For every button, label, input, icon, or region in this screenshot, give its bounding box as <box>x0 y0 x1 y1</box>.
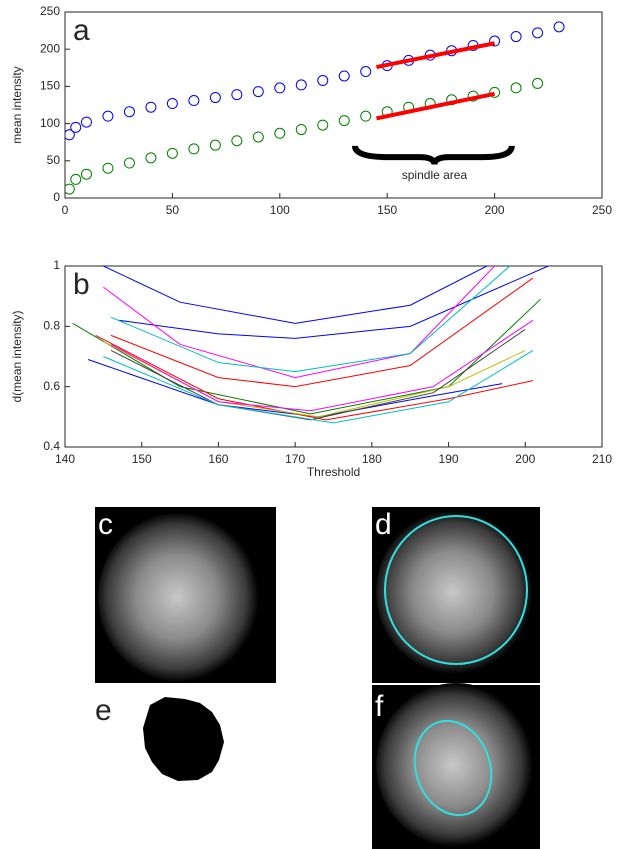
point <box>166 147 178 159</box>
panel-label: c <box>98 508 113 541</box>
y-tick-label: 50 <box>47 153 61 167</box>
point <box>209 92 221 104</box>
point <box>166 98 178 110</box>
y-tick-label: 0.8 <box>43 319 60 333</box>
point <box>188 143 200 155</box>
point <box>510 31 522 43</box>
panel-label: b <box>73 268 90 301</box>
series-line <box>95 334 534 421</box>
x-tick-label: 190 <box>439 452 459 466</box>
point <box>338 115 350 127</box>
point <box>252 131 264 143</box>
point <box>295 79 307 91</box>
y-tick-label: 0.6 <box>43 379 60 393</box>
x-tick-label: 150 <box>377 203 397 217</box>
point <box>532 27 544 39</box>
point <box>274 82 286 94</box>
plot-area <box>64 11 603 199</box>
y-tick-label: 200 <box>40 41 60 55</box>
panel-label: e <box>95 694 112 727</box>
y-tick-label: 0 <box>53 190 60 204</box>
x-tick-label: 200 <box>485 203 505 217</box>
point <box>145 152 157 164</box>
point <box>188 95 200 107</box>
series-line <box>110 266 511 373</box>
point <box>123 106 135 118</box>
point <box>489 35 501 47</box>
x-tick-label: 180 <box>362 452 382 466</box>
x-tick-label: 0 <box>62 203 69 217</box>
point <box>102 162 114 174</box>
annotation: spindle area <box>402 168 468 182</box>
plot-series <box>72 266 549 424</box>
point <box>510 82 522 94</box>
point <box>553 21 565 33</box>
y-tick-label: 100 <box>40 116 60 130</box>
point <box>274 127 286 139</box>
point <box>70 173 82 185</box>
point <box>295 124 307 136</box>
plot-area <box>64 265 603 448</box>
point <box>209 139 221 151</box>
y-tick-label: 250 <box>40 4 60 18</box>
series-line <box>72 298 541 415</box>
threshold-mask <box>143 697 224 781</box>
point <box>317 74 329 86</box>
x-tick-label: 150 <box>132 452 152 466</box>
x-tick-label: 100 <box>270 203 290 217</box>
point <box>65 129 75 141</box>
panel-label: f <box>375 690 384 723</box>
series-line <box>103 266 488 324</box>
series-line <box>103 350 534 424</box>
point <box>360 110 372 122</box>
fit-circle <box>384 515 528 665</box>
x-tick-label: 200 <box>515 452 535 466</box>
point <box>80 168 92 180</box>
point <box>70 121 82 133</box>
x-tick-label: 210 <box>592 452 612 466</box>
series-line <box>103 266 495 379</box>
plot-series <box>65 21 565 195</box>
point <box>338 70 350 82</box>
point <box>231 135 243 147</box>
brace <box>351 145 515 165</box>
x-tick-label: 140 <box>55 452 75 466</box>
point <box>65 183 75 195</box>
point <box>360 66 372 78</box>
y-tick-label: 1 <box>53 258 60 272</box>
x-tick-label: 250 <box>592 203 612 217</box>
fit-ellipse <box>413 719 493 817</box>
series-line <box>376 41 495 70</box>
panel-label: d <box>375 508 392 541</box>
point <box>231 89 243 101</box>
cell-image <box>376 683 536 847</box>
point <box>489 86 501 98</box>
point <box>532 77 544 89</box>
x-tick-label: 170 <box>285 452 305 466</box>
y-axis-label: mean intensity <box>10 66 24 143</box>
x-tick-label: 50 <box>166 203 180 217</box>
series-line <box>376 91 496 121</box>
point <box>317 119 329 131</box>
cell-image <box>98 512 262 682</box>
point <box>123 157 135 169</box>
y-tick-label: 0.4 <box>43 439 60 453</box>
series-line <box>110 277 534 388</box>
point <box>102 110 114 122</box>
panel-label: a <box>73 14 90 47</box>
y-axis-label: d(mean intensity) <box>10 310 24 402</box>
cell-image <box>376 510 536 674</box>
series-line <box>110 319 534 412</box>
series-line <box>110 328 526 421</box>
x-axis-label: Threshold <box>307 465 360 479</box>
point <box>145 101 157 113</box>
point <box>80 116 92 128</box>
x-tick-label: 160 <box>208 452 228 466</box>
y-tick-label: 150 <box>40 79 60 93</box>
point <box>252 86 264 98</box>
